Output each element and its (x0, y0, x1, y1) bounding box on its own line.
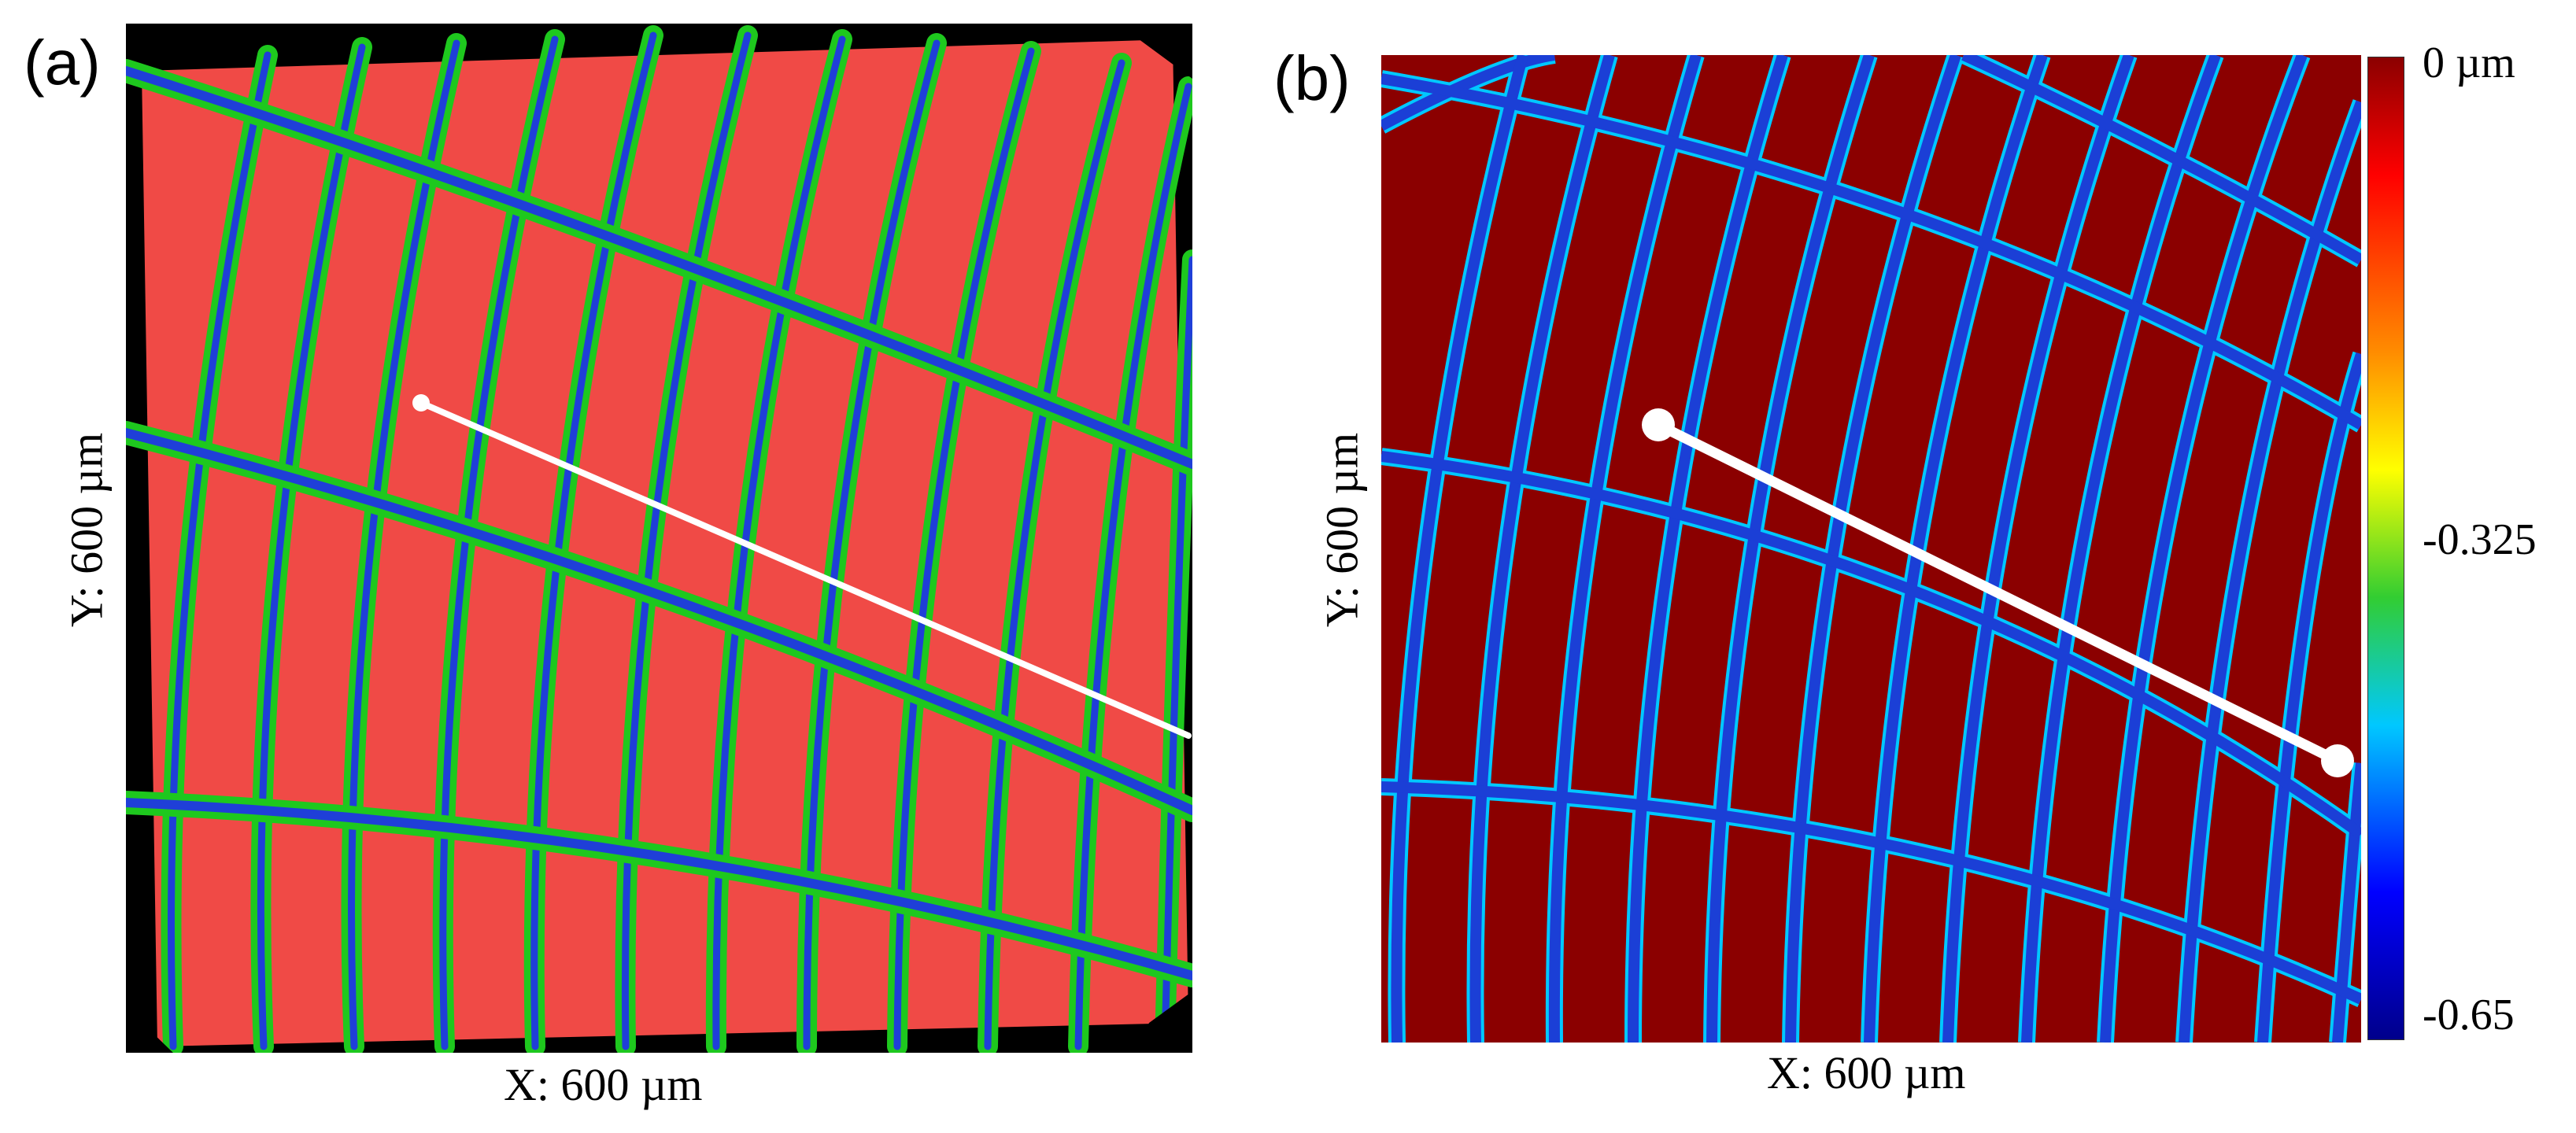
panel-b-y-axis-label: Y: 600 µm (1316, 432, 1368, 628)
panel-b-label: (b) (1273, 43, 1351, 113)
panel-a-x-axis-label: X: 600 µm (504, 1059, 703, 1110)
panel-b-image (1381, 55, 2361, 1043)
panel-b-profile-end (2321, 744, 2354, 777)
panel-b-profile-start (1642, 408, 1675, 441)
panel-a-image (126, 24, 1192, 1053)
colorbar-tick-bottom: -0.65 (2423, 991, 2515, 1039)
colorbar-tick-mid: -0.325 (2423, 515, 2537, 564)
colorbar-tick-top: 0 µm (2423, 39, 2515, 87)
panel-b-profile-line (1653, 419, 2343, 766)
panel-a-profile-line (418, 400, 1192, 739)
colorbar (2367, 57, 2404, 1040)
panel-b-x-axis-label: X: 600 µm (1767, 1047, 1966, 1098)
panel-a-y-axis-label: Y: 600 µm (61, 432, 113, 628)
panel-a-label: (a) (24, 28, 101, 98)
